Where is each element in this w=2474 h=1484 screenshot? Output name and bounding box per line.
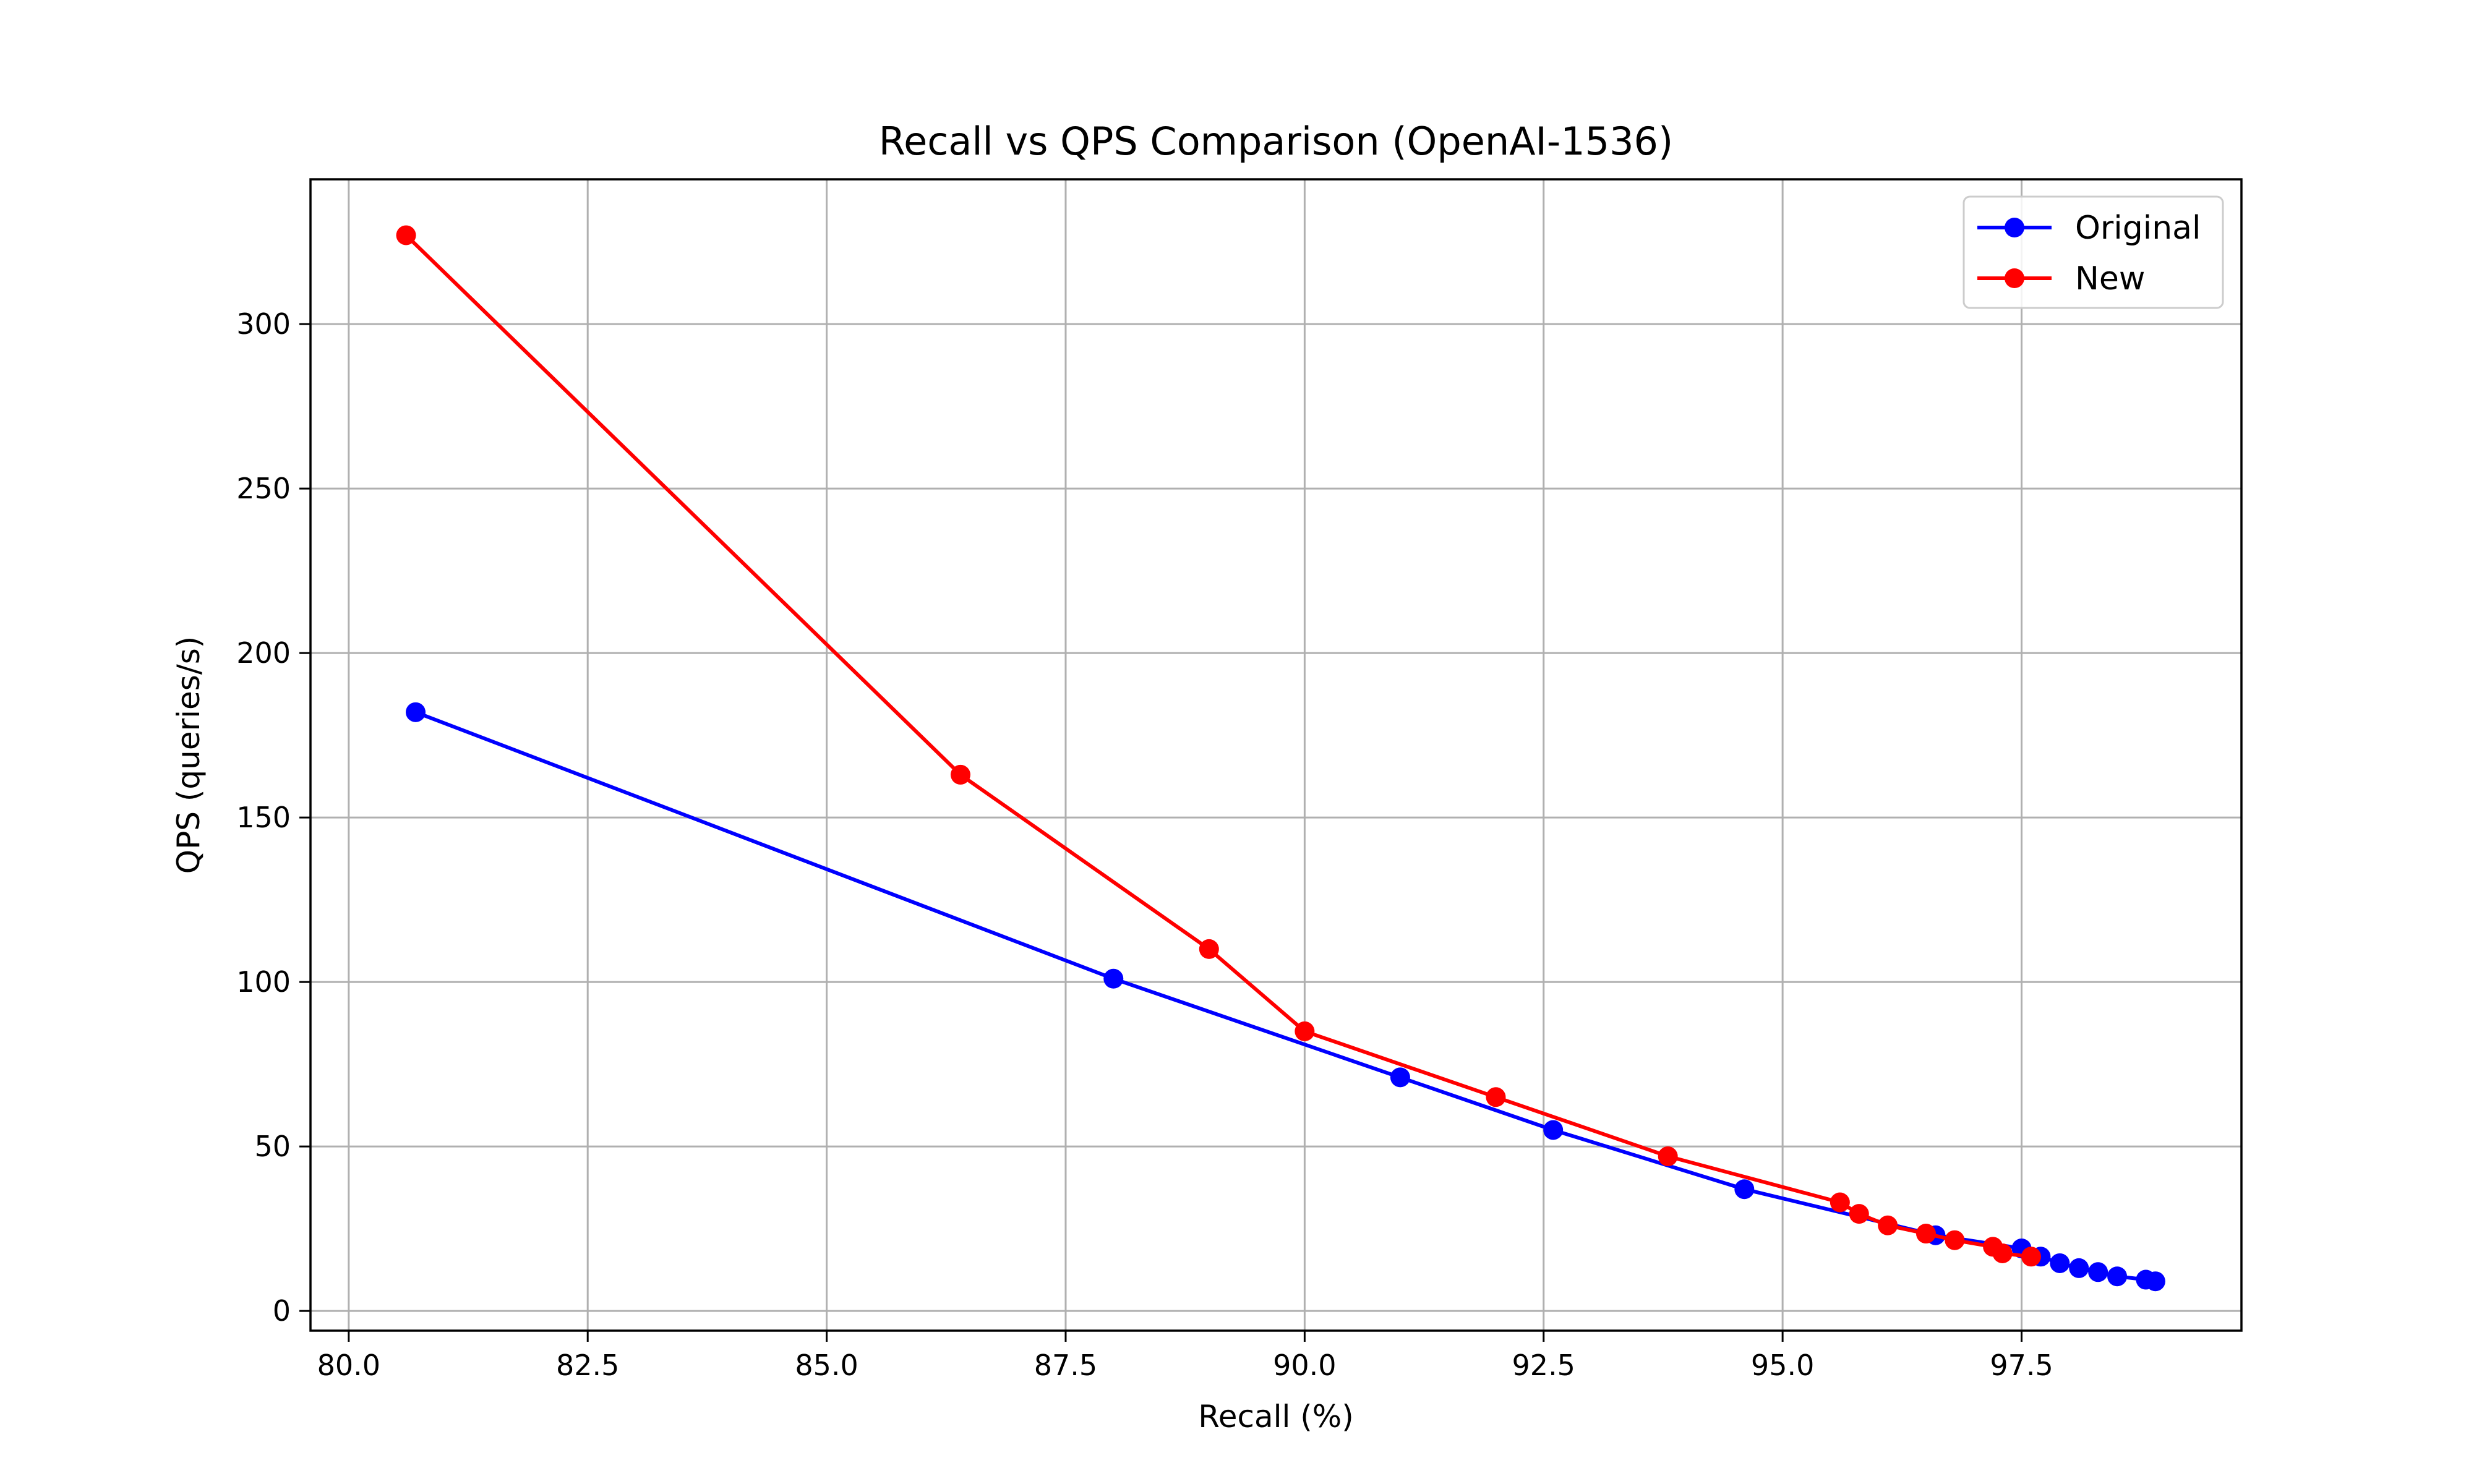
y-tick-label: 300 [236, 307, 291, 341]
data-point-new [950, 764, 970, 785]
y-tick-label: 250 [236, 472, 291, 505]
x-tick-label: 82.5 [556, 1349, 619, 1382]
x-axis-label: Recall (%) [1198, 1399, 1354, 1435]
data-point-original [2069, 1258, 2089, 1278]
data-point-original [1390, 1067, 1410, 1088]
data-point-new [1992, 1243, 2013, 1263]
data-point-original [1543, 1120, 1564, 1140]
grid [310, 179, 2241, 1331]
data-point-new [1486, 1087, 1506, 1107]
data-point-new [1915, 1224, 1936, 1244]
data-point-new [1878, 1215, 1898, 1235]
legend-marker-new [2005, 268, 2024, 288]
data-point-original [2107, 1266, 2128, 1287]
legend: Original New [1963, 195, 2224, 309]
data-point-original [406, 702, 426, 722]
data-point-original [1103, 968, 1124, 989]
data-point-new [396, 225, 416, 245]
y-axis-label: QPS (queries/s) [171, 636, 207, 874]
data-point-original [2050, 1253, 2070, 1273]
plot-frame [309, 178, 2243, 1332]
data-point-original [2145, 1271, 2165, 1292]
data-point-new [1849, 1204, 1869, 1224]
x-tick-label: 85.0 [795, 1349, 858, 1382]
ticks: 80.0 82.5 85.0 87.5 90.0 92.5 95.0 97.5 0 50 100 15… [236, 307, 2053, 1382]
legend-label-original: Original [2075, 210, 2201, 247]
data-point-new [1658, 1146, 1678, 1167]
y-tick-label: 100 [236, 965, 291, 999]
x-tick-label: 87.5 [1034, 1349, 1097, 1382]
data-point-original [1734, 1179, 1755, 1200]
data-point-new [1830, 1192, 1850, 1213]
series-group [396, 225, 2165, 1292]
y-tick-label: 200 [236, 636, 291, 670]
y-tick-label: 150 [236, 801, 291, 834]
x-tick-label: 92.5 [1512, 1349, 1575, 1382]
data-point-new [2021, 1247, 2041, 1267]
chart-title: Recall vs QPS Comparison (OpenAI-1536) [879, 119, 1673, 164]
legend-marker-original [2005, 218, 2024, 237]
x-tick-label: 90.0 [1273, 1349, 1336, 1382]
data-point-new [1199, 939, 1219, 959]
legend-label-new: New [2075, 260, 2145, 297]
y-tick-label: 0 [273, 1294, 291, 1328]
y-tick-label: 50 [254, 1130, 291, 1163]
x-tick-label: 95.0 [1751, 1349, 1814, 1382]
data-point-new [1945, 1230, 1965, 1250]
x-tick-label: 80.0 [317, 1349, 380, 1382]
data-point-original [2088, 1262, 2108, 1282]
data-point-new [1295, 1021, 1315, 1041]
series-new [396, 225, 2041, 1267]
x-tick-label: 97.5 [1990, 1349, 2053, 1382]
